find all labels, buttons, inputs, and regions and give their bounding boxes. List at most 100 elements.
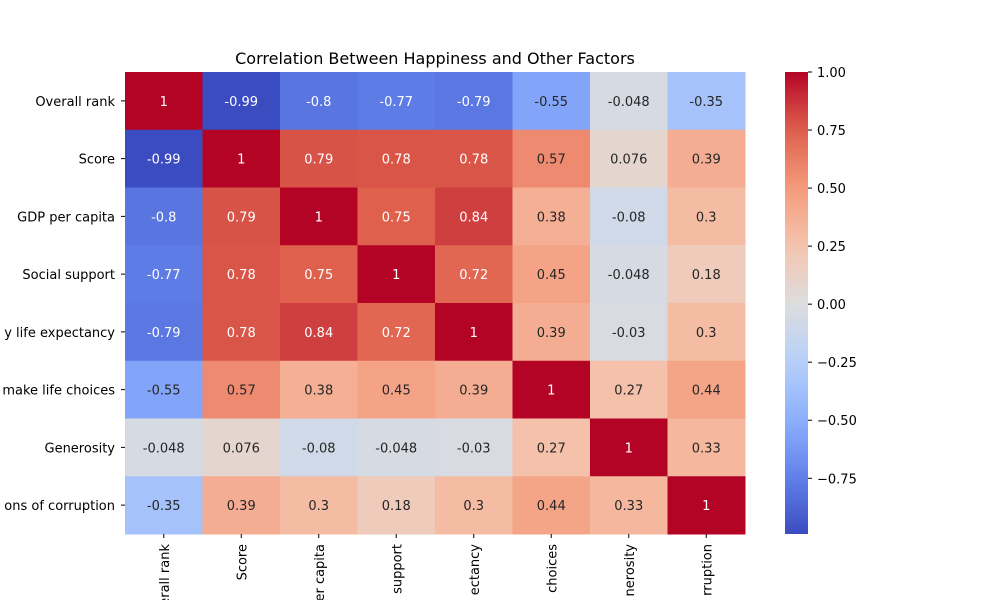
heatmap-cell (435, 476, 513, 535)
cell-value-label: 0.27 (614, 384, 643, 399)
cell-value-label: -0.35 (147, 499, 181, 514)
cell-value-label: -0.35 (689, 95, 723, 110)
cell-value-label: -0.048 (143, 441, 185, 456)
heatmap-cell (435, 187, 513, 246)
cell-value-label: 0.27 (537, 441, 566, 456)
cell-value-label: -0.03 (457, 441, 491, 456)
heatmap-cell (512, 129, 591, 188)
cell-value-label: -0.03 (612, 326, 646, 341)
heatmap-cell (125, 360, 203, 419)
row-label: Score (79, 153, 115, 168)
heatmap-cell (667, 129, 746, 188)
cell-value-label: 0.076 (610, 153, 647, 168)
cell-value-label: -0.55 (147, 384, 181, 399)
heatmap-cell (512, 187, 591, 246)
heatmap-cell (357, 476, 436, 535)
cell-value-label: 1 (470, 326, 478, 341)
column-label: support (390, 544, 405, 594)
heatmap-cell (667, 360, 746, 419)
colorbar-tick-label: 0.75 (817, 124, 846, 139)
heatmap-cell (667, 245, 746, 304)
cell-value-label: 0.75 (382, 210, 411, 225)
colorbar-tick-label: 0.00 (817, 298, 846, 313)
cell-value-label: -0.99 (224, 95, 258, 110)
heatmap-cell (357, 303, 436, 362)
cell-value-label: -0.77 (379, 95, 413, 110)
heatmap-cell (280, 245, 358, 304)
heatmap-cell (667, 187, 746, 246)
heatmap-cell (512, 245, 591, 304)
cell-value-label: -0.8 (151, 210, 176, 225)
cell-value-label: 0.72 (382, 326, 411, 341)
row-label: ons of corruption (4, 499, 115, 514)
heatmap-cell (357, 360, 436, 419)
heatmap-cell (435, 129, 513, 188)
heatmap-cell (435, 418, 513, 477)
heatmap-cell (125, 476, 203, 535)
cell-value-label: 0.18 (692, 268, 721, 283)
heatmap-cell (512, 303, 591, 362)
cell-value-label: 0.45 (537, 268, 566, 283)
cell-value-label: 0.79 (227, 210, 256, 225)
cell-value-label: 1 (702, 499, 710, 514)
cell-value-label: -0.77 (147, 268, 181, 283)
heatmap-cell (125, 72, 203, 131)
heatmap-cell (667, 303, 746, 362)
heatmap-cell (202, 303, 281, 362)
cell-value-labels: 1 -0.99 -0.8 -0.77 -0.79 -0.55 -0.048 -0.35 -0.9… (143, 95, 723, 514)
cell-value-label: 0.45 (382, 384, 411, 399)
cell-value-label: 0.75 (304, 268, 333, 283)
colorbar: 1.00 0.75 0.50 0.25 0.00 −0.25 −0.50 −0.75 (785, 66, 857, 534)
heatmap-cell (202, 418, 281, 477)
cell-value-label: 0.78 (227, 326, 256, 341)
heatmap-cell (590, 245, 668, 304)
cell-value-label: 0.39 (459, 384, 488, 399)
heatmap-cell (435, 303, 513, 362)
row-label: y life expectancy (4, 326, 115, 341)
cell-value-label: 0.3 (308, 499, 329, 514)
cell-value-label: 0.78 (227, 268, 256, 283)
cell-value-label: -0.048 (608, 268, 650, 283)
cell-value-label: -0.79 (457, 95, 491, 110)
heatmap-cell (512, 418, 591, 477)
heatmap-cell (202, 245, 281, 304)
heatmap-cell (667, 476, 746, 535)
heatmap-cell (357, 187, 436, 246)
cell-value-label: 0.57 (537, 153, 566, 168)
cell-value-label: 1 (625, 441, 633, 456)
heatmap-cell (590, 129, 668, 188)
heatmap-cell (590, 418, 668, 477)
heatmap-cell (667, 418, 746, 477)
cell-value-label: 0.44 (692, 384, 721, 399)
cell-value-label: 0.38 (304, 384, 333, 399)
column-label: nerosity (623, 544, 638, 597)
colorbar-tick-label: −0.25 (817, 356, 857, 371)
heatmap-cell (202, 129, 281, 188)
cell-value-label: 0.38 (537, 210, 566, 225)
heatmap-cell (667, 72, 746, 131)
cell-value-label: 0.44 (537, 499, 566, 514)
column-label: choices (545, 544, 560, 593)
cell-value-label: 0.39 (227, 499, 256, 514)
heatmap-cell (357, 418, 436, 477)
cell-value-label: -0.048 (608, 95, 650, 110)
cell-value-label: 1 (160, 95, 168, 110)
cell-value-label: 0.78 (459, 153, 488, 168)
heatmap-cell (590, 187, 668, 246)
heatmap-cell (280, 418, 358, 477)
heatmap-cell (512, 72, 591, 131)
cell-value-label: -0.048 (375, 441, 417, 456)
heatmap-cell (280, 129, 358, 188)
colorbar-tick-label: −0.50 (817, 414, 857, 429)
heatmap-cell (125, 129, 203, 188)
column-labels: erall rank Score er capita support ectancy ch… (158, 534, 715, 600)
chart-title: Correlation Between Happiness and Other … (235, 49, 635, 68)
heatmap-cell (590, 360, 668, 419)
heatmap-cell (435, 360, 513, 419)
heatmap-cell (280, 360, 358, 419)
cell-value-label: -0.08 (302, 441, 336, 456)
cell-value-label: 0.076 (223, 441, 260, 456)
row-label: make life choices (2, 384, 115, 399)
heatmap-cell (125, 245, 203, 304)
